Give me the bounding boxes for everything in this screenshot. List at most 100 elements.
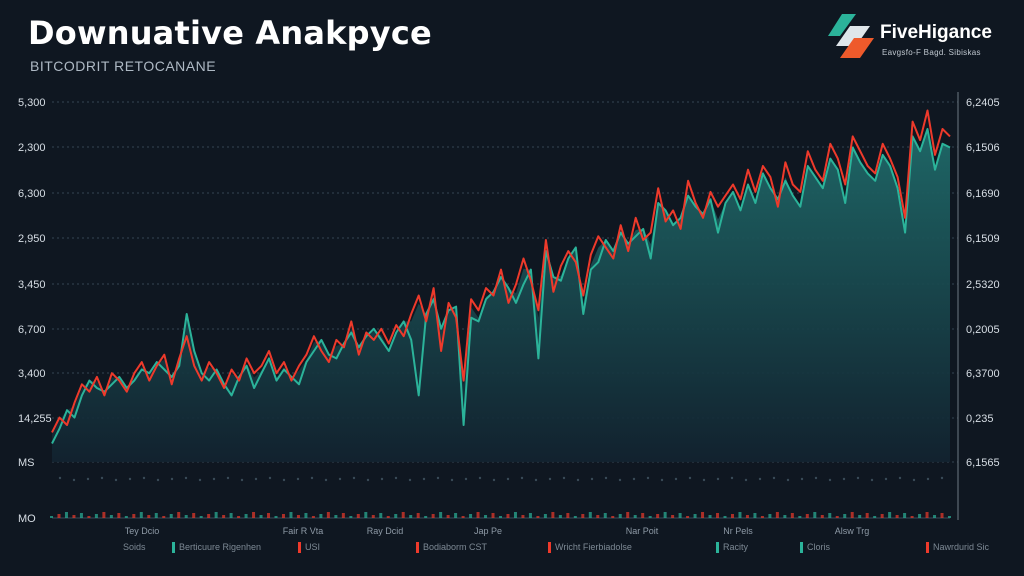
- y-tick-label-right: 6,1690: [966, 188, 1000, 200]
- x-tick-label: Alsw Trg: [835, 526, 870, 536]
- axes: 5,300 2,300 6,300 2,950 3,450 6,700 3,400 14,25…: [18, 92, 1000, 536]
- volume-bar: [259, 515, 263, 518]
- y-tick-label-right: 6,2405: [966, 97, 1000, 109]
- volume-bar: [656, 514, 660, 518]
- volume-strip: [50, 512, 951, 519]
- texture-dot: [898, 476, 902, 480]
- volume-bar: [379, 513, 383, 518]
- volume-bar: [940, 513, 944, 518]
- volume-bar: [708, 515, 712, 518]
- volume-bar: [723, 516, 727, 518]
- legend-item: Soids: [116, 542, 146, 556]
- y-tick-label-left: 2,950: [18, 233, 46, 245]
- texture-dot: [730, 476, 734, 480]
- texture-dot: [380, 477, 384, 481]
- volume-bar: [633, 515, 637, 518]
- texture-dot: [184, 476, 188, 480]
- volume-bar: [513, 512, 517, 518]
- x-tick-label: Fair R Vta: [283, 526, 324, 536]
- series-line-2: [51, 109, 951, 433]
- y-tick-label-left: MS: [18, 457, 35, 469]
- texture-dot: [212, 477, 216, 481]
- texture-dot: [100, 476, 104, 480]
- series-line-1: [51, 128, 951, 444]
- volume-bar: [596, 515, 600, 518]
- texture-dot: [520, 476, 524, 480]
- texture-dot: [86, 477, 90, 481]
- volume-bar: [813, 512, 817, 518]
- volume-bar: [611, 516, 615, 518]
- volume-bar: [267, 513, 271, 518]
- volume-bar: [394, 514, 398, 518]
- y-tick-label-left: MO: [18, 513, 36, 525]
- legend-item: Bodiaborm CST: [416, 542, 487, 556]
- volume-bar: [491, 513, 495, 518]
- texture-dot: [338, 477, 342, 481]
- texture-dot: [786, 478, 790, 482]
- volume-bar: [461, 516, 465, 518]
- volume-bar: [364, 512, 368, 518]
- y-tick-label-right: 2,5320: [966, 279, 1000, 291]
- legend-label: Racity: [723, 542, 749, 552]
- volume-bar: [693, 514, 697, 518]
- volume-bar: [738, 512, 742, 518]
- y-tick-label-left: 6,300: [18, 188, 46, 200]
- texture-dot: [464, 477, 468, 481]
- legend: Soids Berticuure Rigenhen USI Bodiaborm CST…: [0, 538, 1024, 562]
- volume-bar: [469, 514, 473, 518]
- texture-dot: [408, 478, 412, 482]
- legend-swatch: [416, 542, 419, 554]
- volume-bar: [663, 512, 667, 518]
- texture-dot: [940, 476, 944, 480]
- legend-label: Soids: [123, 542, 146, 552]
- texture-dot: [618, 478, 622, 482]
- volume-bar: [573, 516, 577, 518]
- texture-dot: [506, 477, 510, 481]
- legend-swatch: [298, 542, 301, 554]
- x-tick-label: Ray Dcid: [367, 526, 404, 536]
- volume-bar: [903, 513, 907, 518]
- volume-bar: [873, 516, 877, 518]
- volume-bar: [686, 516, 690, 518]
- volume-bar: [551, 512, 555, 518]
- volume-bar: [858, 515, 862, 518]
- volume-bar: [386, 516, 390, 518]
- volume-bar: [790, 513, 794, 518]
- legend-item: Wricht Fierbiadolse: [548, 542, 632, 556]
- texture-dot: [142, 476, 146, 480]
- texture-dot: [604, 476, 608, 480]
- texture-dot: [198, 478, 202, 482]
- texture-dot: [170, 477, 174, 481]
- volume-bar: [880, 514, 884, 518]
- volume-bar: [603, 513, 607, 518]
- texture-dot: [492, 478, 496, 482]
- volume-bar: [222, 515, 226, 518]
- volume-bar: [102, 512, 106, 518]
- volume-bar: [820, 515, 824, 518]
- texture-dot: [688, 476, 692, 480]
- texture-dot: [394, 476, 398, 480]
- y-tick-label-right: 6,3700: [966, 368, 1000, 380]
- texture-dot: [352, 476, 356, 480]
- volume-bar: [72, 515, 76, 518]
- texture-dot: [282, 478, 286, 482]
- texture-dot: [450, 478, 454, 482]
- volume-bar: [132, 514, 136, 518]
- volume-bar: [349, 516, 353, 518]
- y-tick-label-left: 14,255: [18, 413, 52, 425]
- texture-dot: [548, 477, 552, 481]
- x-tick-label: Nar Poit: [626, 526, 659, 536]
- volume-bar: [184, 515, 188, 518]
- texture-dot: [422, 477, 426, 481]
- volume-bar: [948, 516, 951, 518]
- volume-bar: [888, 512, 892, 518]
- x-tick-label: Nr Pels: [723, 526, 753, 536]
- volume-bar: [835, 516, 839, 518]
- volume-bar: [177, 512, 181, 518]
- texture-dot: [772, 476, 776, 480]
- legend-label: Wricht Fierbiadolse: [555, 542, 632, 552]
- volume-bar: [207, 514, 211, 518]
- texture-dot: [590, 477, 594, 481]
- texture-dot: [716, 477, 720, 481]
